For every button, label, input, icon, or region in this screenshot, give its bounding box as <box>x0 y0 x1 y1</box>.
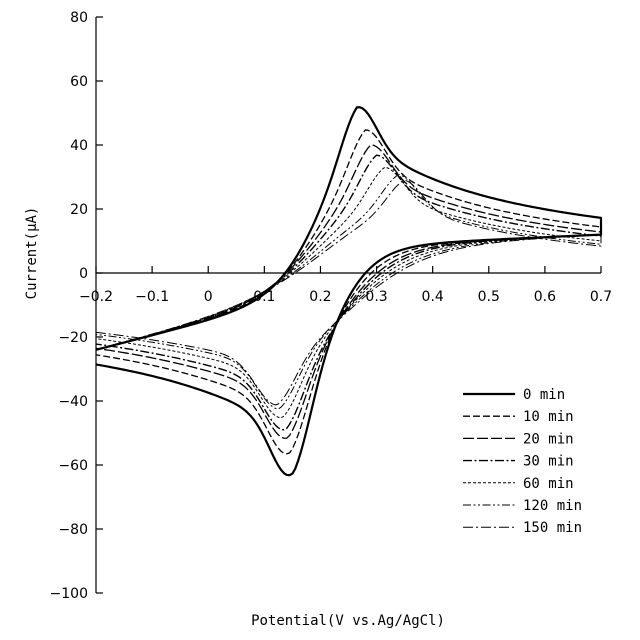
series-line-150-min <box>96 180 601 405</box>
y-tick-label: 60 <box>70 74 88 90</box>
y-tick-label: 20 <box>70 202 88 218</box>
y-axis-title: Current(μA) <box>24 207 40 300</box>
series-line-10-min <box>96 130 601 454</box>
y-tick-label: 0 <box>79 266 88 282</box>
x-tick-label: 0 <box>204 289 213 305</box>
legend-label: 10 min <box>523 409 574 425</box>
x-tick-label: 0.4 <box>422 289 444 305</box>
x-tick-label: −0.1 <box>135 289 169 305</box>
x-tick-label: −0.2 <box>79 289 113 305</box>
y-tick-label: −80 <box>58 522 88 538</box>
cyclic-voltammogram-chart: 806040200−20−40−60−80−100−0.2−0.100.10.2… <box>0 0 640 640</box>
x-tick-label: 0.3 <box>365 289 387 305</box>
y-tick-label: −100 <box>50 586 88 602</box>
legend-label: 30 min <box>523 454 574 470</box>
y-tick-label: 40 <box>70 138 88 154</box>
legend-label: 60 min <box>523 476 574 492</box>
x-tick-label: 0.6 <box>534 289 556 305</box>
x-tick-label: 0.2 <box>309 289 331 305</box>
y-tick-label: −20 <box>58 330 88 346</box>
series-line-120-min <box>96 175 601 409</box>
y-tick-label: 80 <box>70 10 88 26</box>
x-tick-label: 0.5 <box>478 289 500 305</box>
legend-label: 0 min <box>523 387 565 403</box>
legend: 0 min 10 min 20 min 30 min 60 min 120 min 150 … <box>463 387 582 536</box>
y-tick-label: −40 <box>58 394 88 410</box>
legend-label: 20 min <box>523 431 574 447</box>
legend-label: 150 min <box>523 520 582 536</box>
x-tick-label: 0.7 <box>590 289 612 305</box>
legend-label: 120 min <box>523 498 582 514</box>
x-axis-title: Potential(V vs.Ag/AgCl) <box>251 613 445 629</box>
y-tick-label: −60 <box>58 458 88 474</box>
